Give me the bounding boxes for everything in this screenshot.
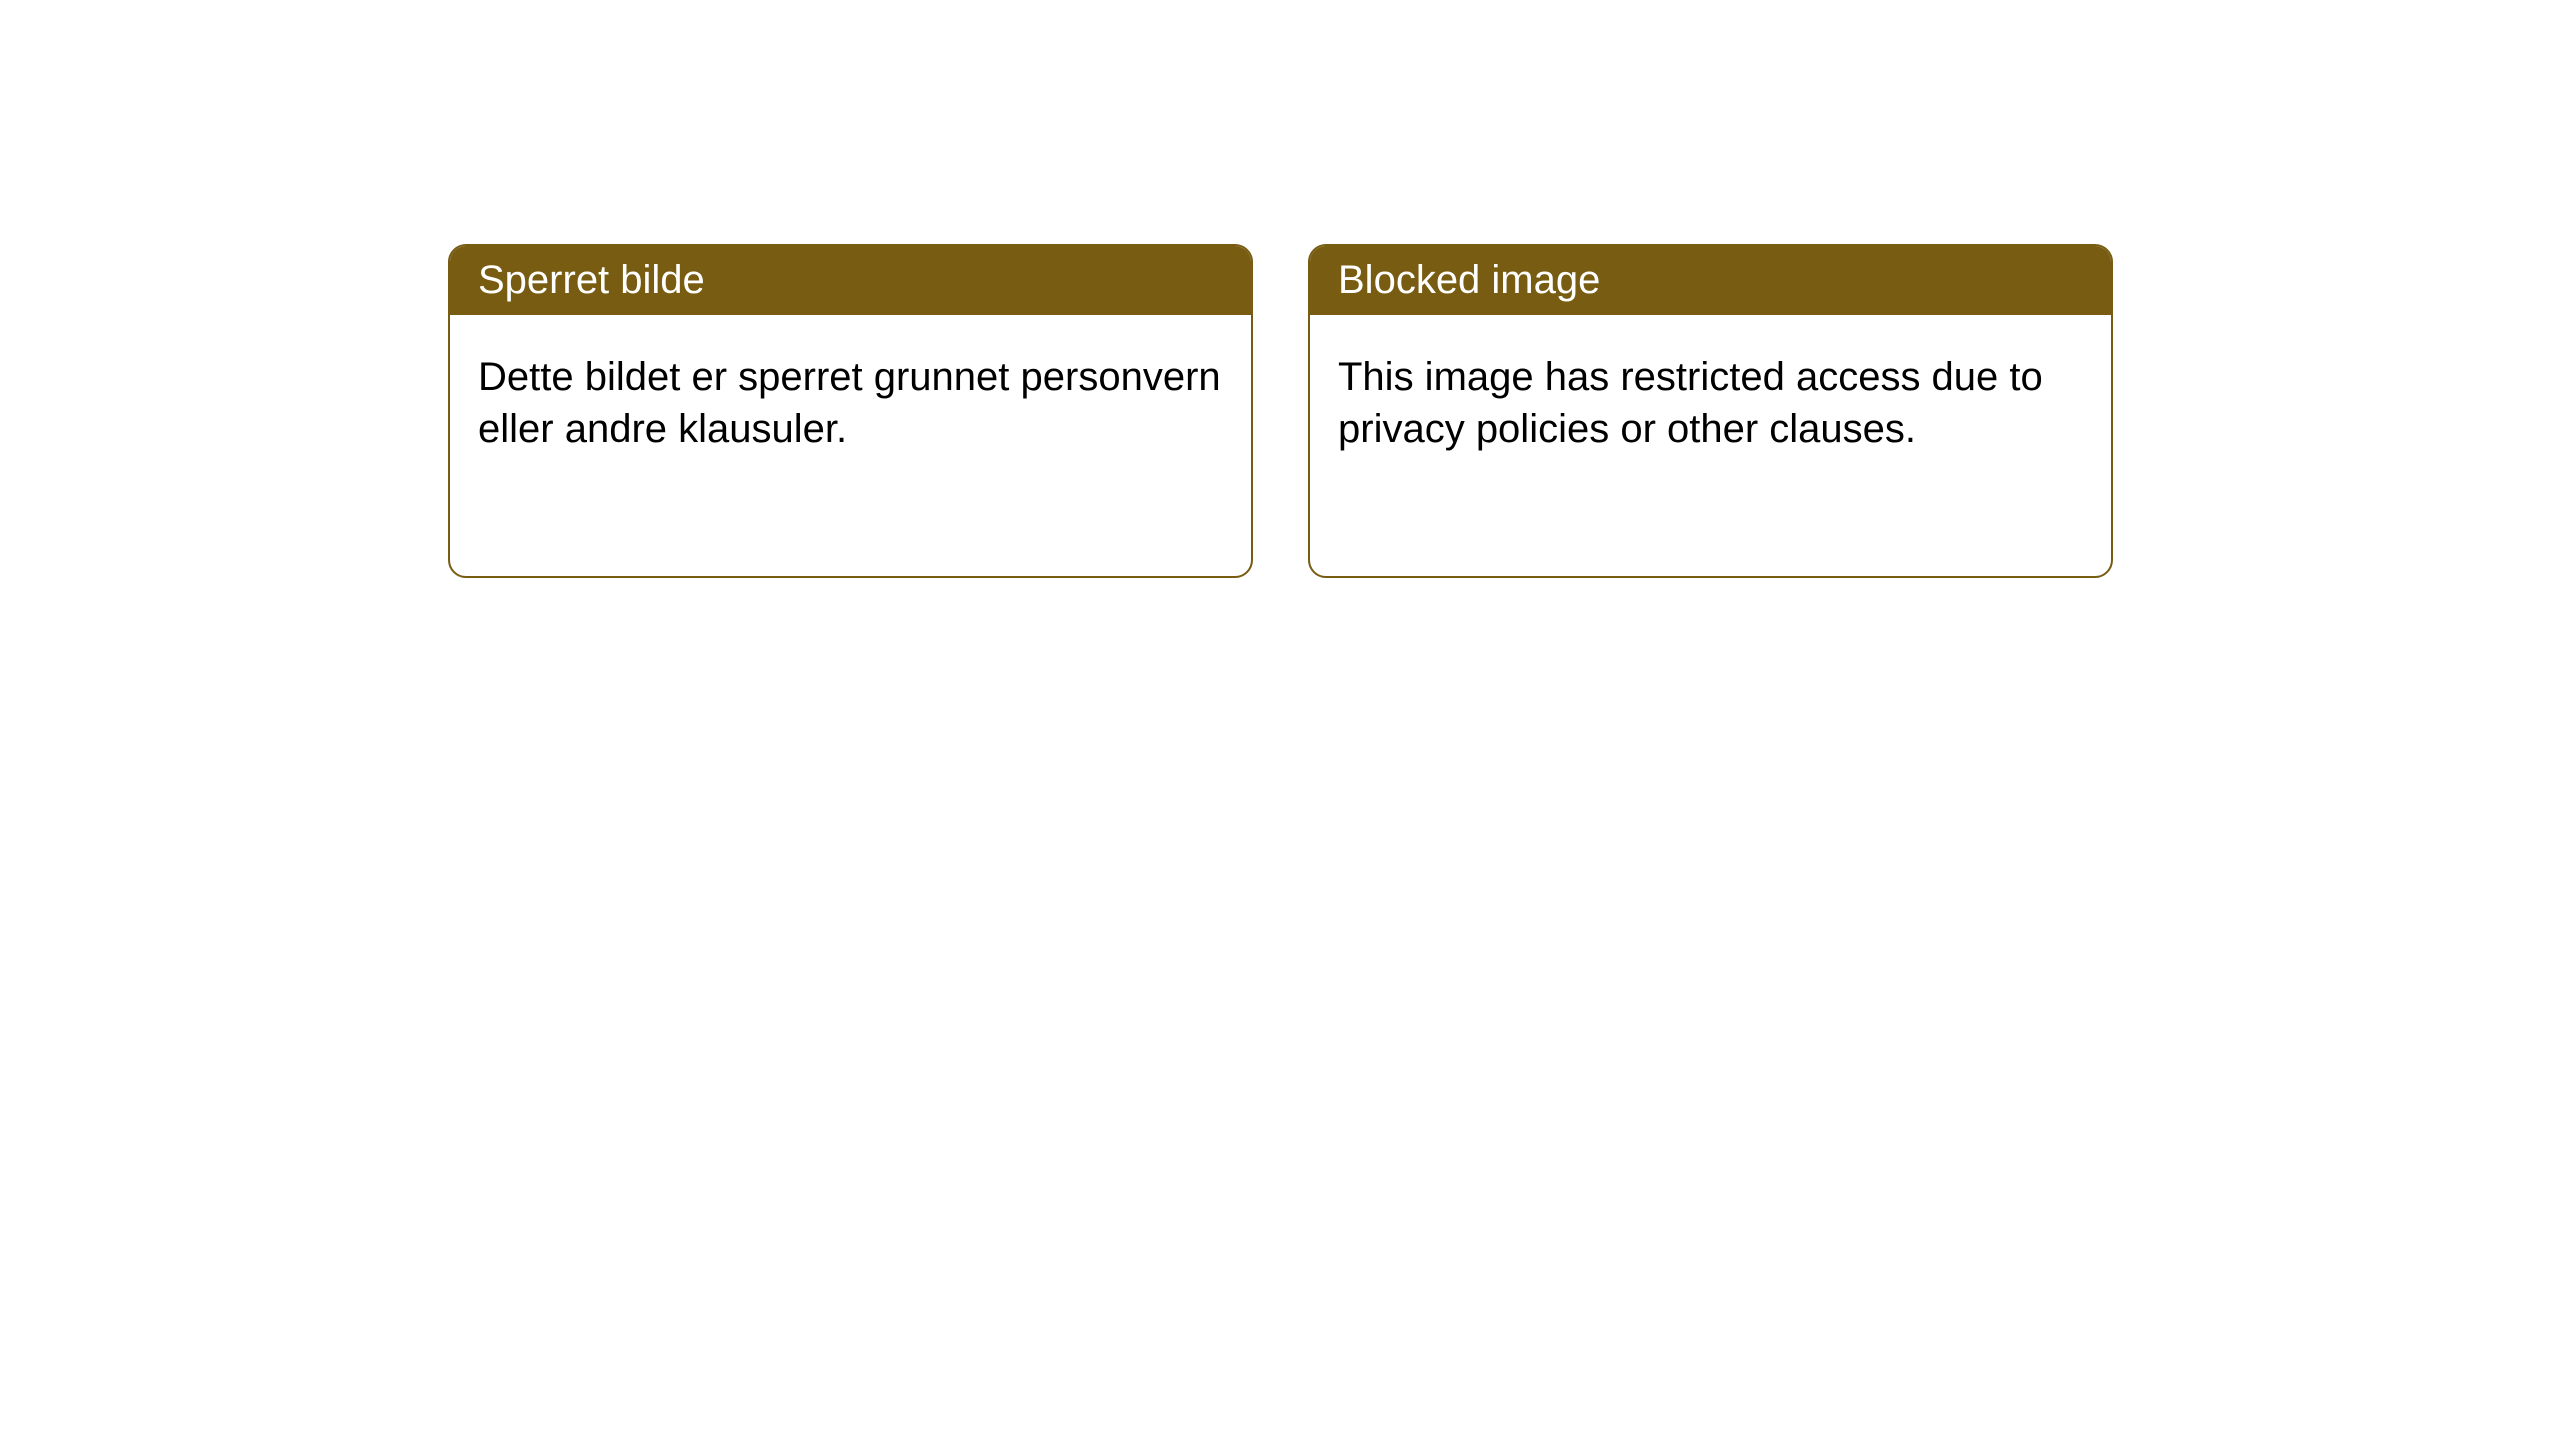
- notice-text: Dette bildet er sperret grunnet personve…: [478, 355, 1221, 451]
- notice-body: This image has restricted access due to …: [1310, 315, 2111, 491]
- notice-container: Sperret bilde Dette bildet er sperret gr…: [448, 244, 2113, 578]
- notice-header: Blocked image: [1310, 246, 2111, 315]
- notice-card-english: Blocked image This image has restricted …: [1308, 244, 2113, 578]
- notice-title: Blocked image: [1338, 258, 1600, 302]
- notice-text: This image has restricted access due to …: [1338, 355, 2043, 451]
- notice-title: Sperret bilde: [478, 258, 705, 302]
- notice-header: Sperret bilde: [450, 246, 1251, 315]
- notice-body: Dette bildet er sperret grunnet personve…: [450, 315, 1251, 491]
- notice-card-norwegian: Sperret bilde Dette bildet er sperret gr…: [448, 244, 1253, 578]
